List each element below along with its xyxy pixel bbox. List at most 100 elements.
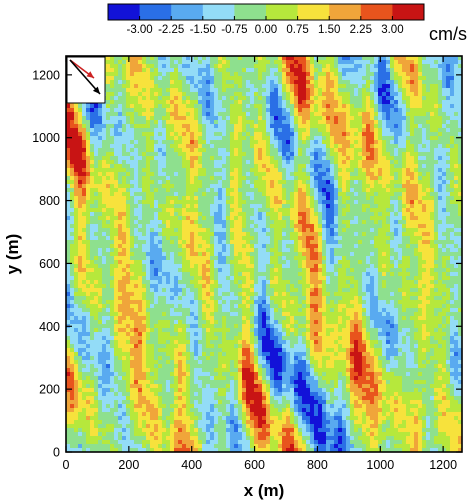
field-cell (414, 112, 419, 117)
field-cell (442, 80, 447, 85)
field-cell (182, 152, 187, 157)
field-cell (394, 168, 399, 173)
field-cell (194, 144, 199, 149)
field-cell (262, 116, 267, 121)
field-cell (278, 160, 283, 165)
field-cell (286, 100, 291, 105)
field-cell (238, 192, 243, 197)
field-cell (98, 140, 103, 145)
field-cell (450, 200, 455, 205)
field-cell (218, 188, 223, 193)
field-cell (246, 192, 251, 197)
field-cell (194, 220, 199, 225)
field-cell (178, 196, 183, 201)
field-cell (274, 228, 279, 233)
field-cell (126, 228, 131, 233)
field-cell (414, 212, 419, 217)
field-cell (418, 180, 423, 185)
field-cell (434, 248, 439, 253)
field-cell (410, 232, 415, 237)
field-cell (74, 136, 79, 141)
field-cell (250, 180, 255, 185)
field-cell (262, 64, 267, 69)
field-cell (406, 160, 411, 165)
field-cell (262, 216, 267, 221)
field-cell (442, 212, 447, 217)
field-cell (242, 164, 247, 169)
field-cell (102, 180, 107, 185)
field-cell (374, 68, 379, 73)
field-cell (458, 208, 462, 213)
field-cell (110, 172, 115, 177)
field-cell (450, 156, 455, 161)
field-cell (190, 212, 195, 217)
field-cell (378, 172, 383, 177)
field-cell (182, 92, 187, 97)
field-cell (150, 140, 155, 145)
field-cell (250, 88, 255, 93)
field-cell (274, 168, 279, 173)
field-cell (342, 124, 347, 129)
field-cell (262, 152, 267, 157)
field-cell (134, 212, 139, 217)
field-cell (158, 108, 163, 113)
field-cell (442, 156, 447, 161)
field-cell (394, 80, 399, 85)
field-cell (390, 132, 395, 137)
field-cell (290, 96, 295, 101)
field-cell (422, 64, 427, 69)
field-cell (310, 192, 315, 197)
field-cell (238, 196, 243, 201)
field-cell (166, 160, 171, 165)
field-cell (122, 112, 127, 117)
field-cell (278, 152, 283, 157)
field-cell (70, 184, 75, 189)
field-cell (354, 144, 359, 149)
field-cell (454, 236, 459, 241)
field-cell (74, 180, 79, 185)
field-cell (274, 64, 279, 69)
field-cell (178, 136, 183, 141)
field-cell (226, 188, 231, 193)
field-cell (362, 108, 367, 113)
field-cell (74, 112, 79, 117)
field-cell (422, 112, 427, 117)
field-cell (130, 188, 135, 193)
field-cell (130, 160, 135, 165)
field-cell (174, 128, 179, 133)
field-cell (366, 80, 371, 85)
field-cell (114, 252, 119, 257)
field-cell (214, 228, 219, 233)
field-cell (374, 188, 379, 193)
field-cell (434, 128, 439, 133)
field-cell (194, 152, 199, 157)
field-cell (442, 132, 447, 137)
field-cell (358, 224, 363, 229)
field-cell (454, 76, 459, 81)
field-cell (242, 172, 247, 177)
field-cell (322, 76, 327, 81)
field-cell (202, 196, 207, 201)
field-cell (238, 92, 243, 97)
field-cell (318, 76, 323, 81)
field-cell (198, 64, 203, 69)
field-cell (258, 140, 263, 145)
field-cell (94, 192, 99, 197)
field-cell (86, 116, 91, 121)
colorbar-tick-label: 0.75 (286, 24, 308, 36)
field-cell (306, 144, 311, 149)
field-cell (342, 100, 347, 105)
field-cell (306, 180, 311, 185)
field-cell (282, 144, 287, 149)
field-cell (82, 208, 87, 213)
field-cell (366, 88, 371, 93)
field-cell (222, 76, 227, 81)
field-cell (254, 108, 259, 113)
field-cell (282, 112, 287, 117)
field-cell (306, 116, 311, 121)
field-cell (282, 240, 287, 245)
field-cell (434, 80, 439, 85)
field-cell (106, 92, 111, 97)
field-cell (162, 204, 167, 209)
field-cell (178, 208, 183, 213)
